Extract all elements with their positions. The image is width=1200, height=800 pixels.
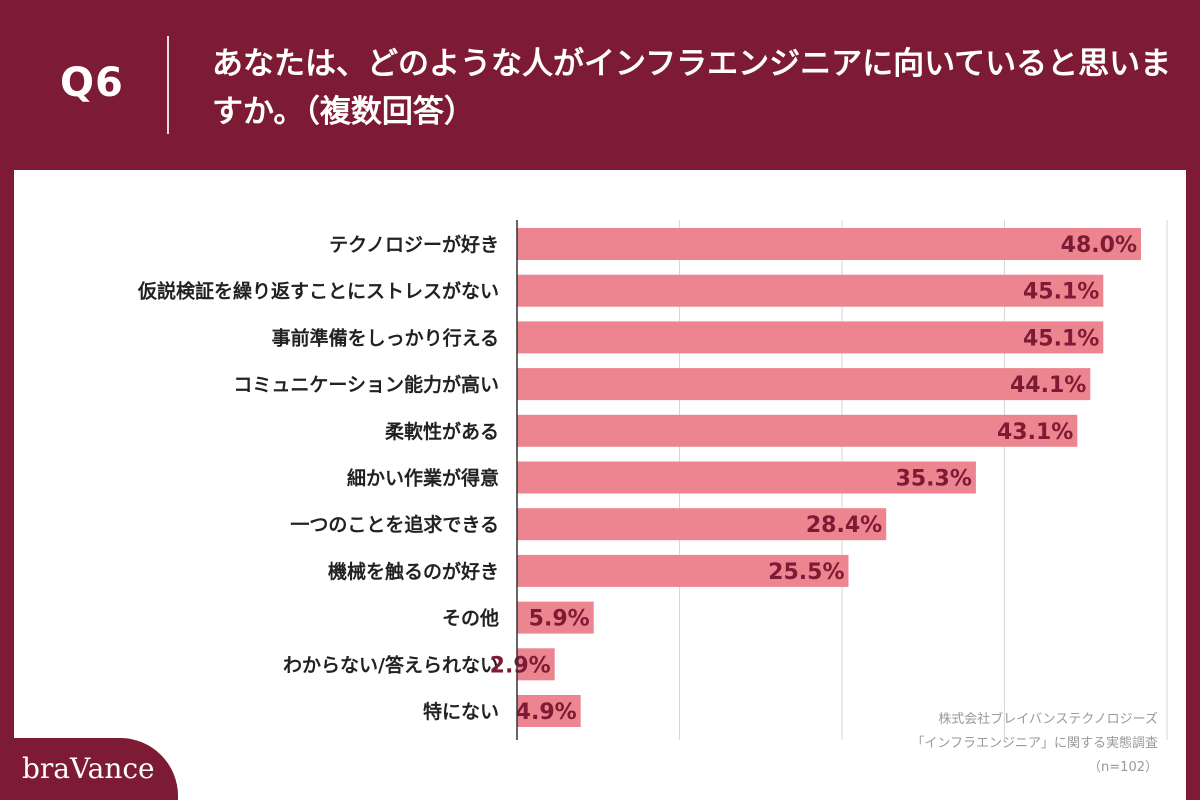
value-label-4: 44.1%: [1010, 373, 1086, 398]
category-label-4: コミュニケーション能力が高い: [233, 373, 499, 396]
category-label-11: 特にない: [423, 701, 499, 723]
value-label-7: 28.4%: [806, 513, 882, 538]
bar-1: [517, 228, 1141, 260]
chart-panel: テクノロジーが好き 48.0% 仮説検証を繰り返すことにストレスがない 45.1% 事前…: [14, 170, 1186, 800]
bar-11: [517, 695, 581, 727]
value-label-10: 2.9%: [490, 653, 551, 678]
category-label-3: 事前準備をしっかり行える: [272, 326, 499, 349]
bar-5: [517, 414, 1078, 447]
value-label-8: 25.5%: [768, 560, 844, 585]
source-survey: 「インフラエンジニア」に関する実態調査: [911, 736, 1158, 751]
bar-8: [517, 554, 849, 587]
value-label-5: 43.1%: [997, 420, 1073, 445]
question-text: あなたは、どのような人がインフラエンジニアに向いていると思いますか。（複数回答）: [212, 46, 1172, 130]
value-label-2: 45.1%: [1023, 280, 1099, 305]
value-label-11: 4.9%: [516, 700, 577, 725]
value-label-6: 35.3%: [896, 467, 972, 492]
header-divider: [167, 36, 169, 134]
category-label-7: 一つのことを追求できる: [290, 513, 499, 536]
category-label-8: 機械を触るのが好き: [328, 560, 499, 583]
value-label-9: 5.9%: [529, 607, 590, 632]
source-note: 株式会社ブレイバンステクノロジーズ 「インフラエンジニア」に関する実態調査 （n…: [911, 708, 1158, 780]
bar-2: [517, 274, 1104, 307]
brand-logo: braVance: [22, 752, 155, 785]
bar-7: [517, 508, 887, 541]
category-label-2: 仮説検証を繰り返すことにストレスがない: [137, 280, 499, 303]
bar-9: [517, 601, 594, 634]
bar-6: [517, 461, 976, 494]
category-label-10: わからない/答えられない: [283, 653, 499, 676]
category-label-1: テクノロジーが好き: [329, 233, 499, 256]
source-company: 株式会社ブレイバンステクノロジーズ: [938, 712, 1158, 727]
source-sample: （n=102）: [1088, 760, 1158, 775]
bar-chart: テクノロジーが好き 48.0% 仮説検証を繰り返すことにストレスがない 45.1% 事前…: [137, 220, 1168, 740]
bar-3: [517, 321, 1104, 354]
bar-4: [517, 368, 1091, 401]
value-label-3: 45.1%: [1023, 326, 1099, 351]
category-label-9: その他: [442, 607, 499, 630]
category-label-5: 柔軟性がある: [385, 420, 499, 443]
brand-tab: [0, 738, 178, 800]
question-id: Q6: [60, 60, 124, 106]
bar-10: [517, 648, 555, 681]
category-label-6: 細かい作業が得意: [347, 467, 499, 490]
value-label-1: 48.0%: [1061, 233, 1137, 258]
